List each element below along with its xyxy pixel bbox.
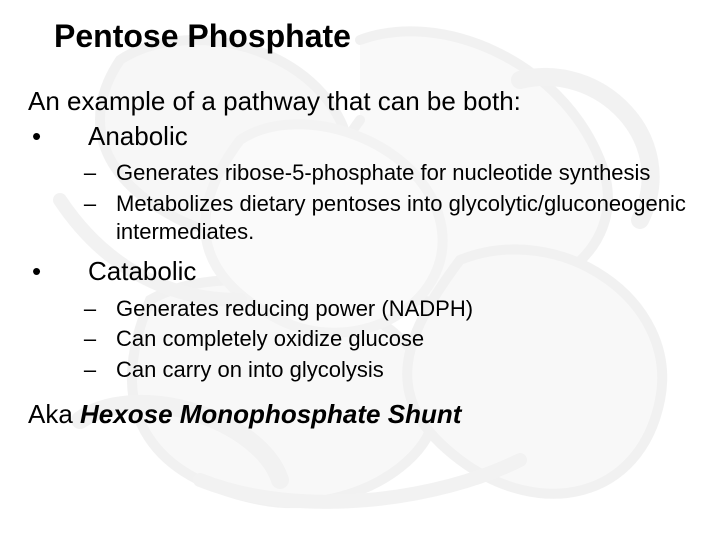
anabolic-sublist: – Generates ribose-5-phosphate for nucle… (28, 159, 692, 247)
sub-item: – Metabolizes dietary pentoses into glyc… (28, 190, 692, 247)
sub-text: Can carry on into glycolysis (116, 356, 692, 385)
dash-glyph: – (28, 325, 116, 354)
sub-text: Can completely oxidize glucose (116, 325, 692, 354)
bullet-glyph: • (28, 120, 88, 154)
sub-item: – Generates ribose-5-phosphate for nucle… (28, 159, 692, 188)
aka-line: Aka Hexose Monophosphate Shunt (28, 399, 692, 430)
bullet-catabolic: • Catabolic (28, 255, 692, 289)
aka-term: Hexose Monophosphate Shunt (80, 399, 461, 429)
dash-glyph: – (28, 295, 116, 324)
dash-glyph: – (28, 190, 116, 247)
catabolic-sublist: – Generates reducing power (NADPH) – Can… (28, 295, 692, 385)
sub-text: Generates reducing power (NADPH) (116, 295, 692, 324)
sub-item: – Can carry on into glycolysis (28, 356, 692, 385)
sub-text: Metabolizes dietary pentoses into glycol… (116, 190, 692, 247)
aka-prefix: Aka (28, 399, 80, 429)
sub-item: – Generates reducing power (NADPH) (28, 295, 692, 324)
bullet-glyph: • (28, 255, 88, 289)
slide-title: Pentose Phosphate (54, 18, 692, 55)
bullet-anabolic: • Anabolic (28, 120, 692, 154)
intro-line: An example of a pathway that can be both… (28, 85, 692, 118)
bullet-label: Catabolic (88, 255, 196, 289)
dash-glyph: – (28, 159, 116, 188)
sub-text: Generates ribose-5-phosphate for nucleot… (116, 159, 692, 188)
sub-item: – Can completely oxidize glucose (28, 325, 692, 354)
dash-glyph: – (28, 356, 116, 385)
slide-content: Pentose Phosphate An example of a pathwa… (0, 0, 720, 430)
bullet-label: Anabolic (88, 120, 188, 154)
